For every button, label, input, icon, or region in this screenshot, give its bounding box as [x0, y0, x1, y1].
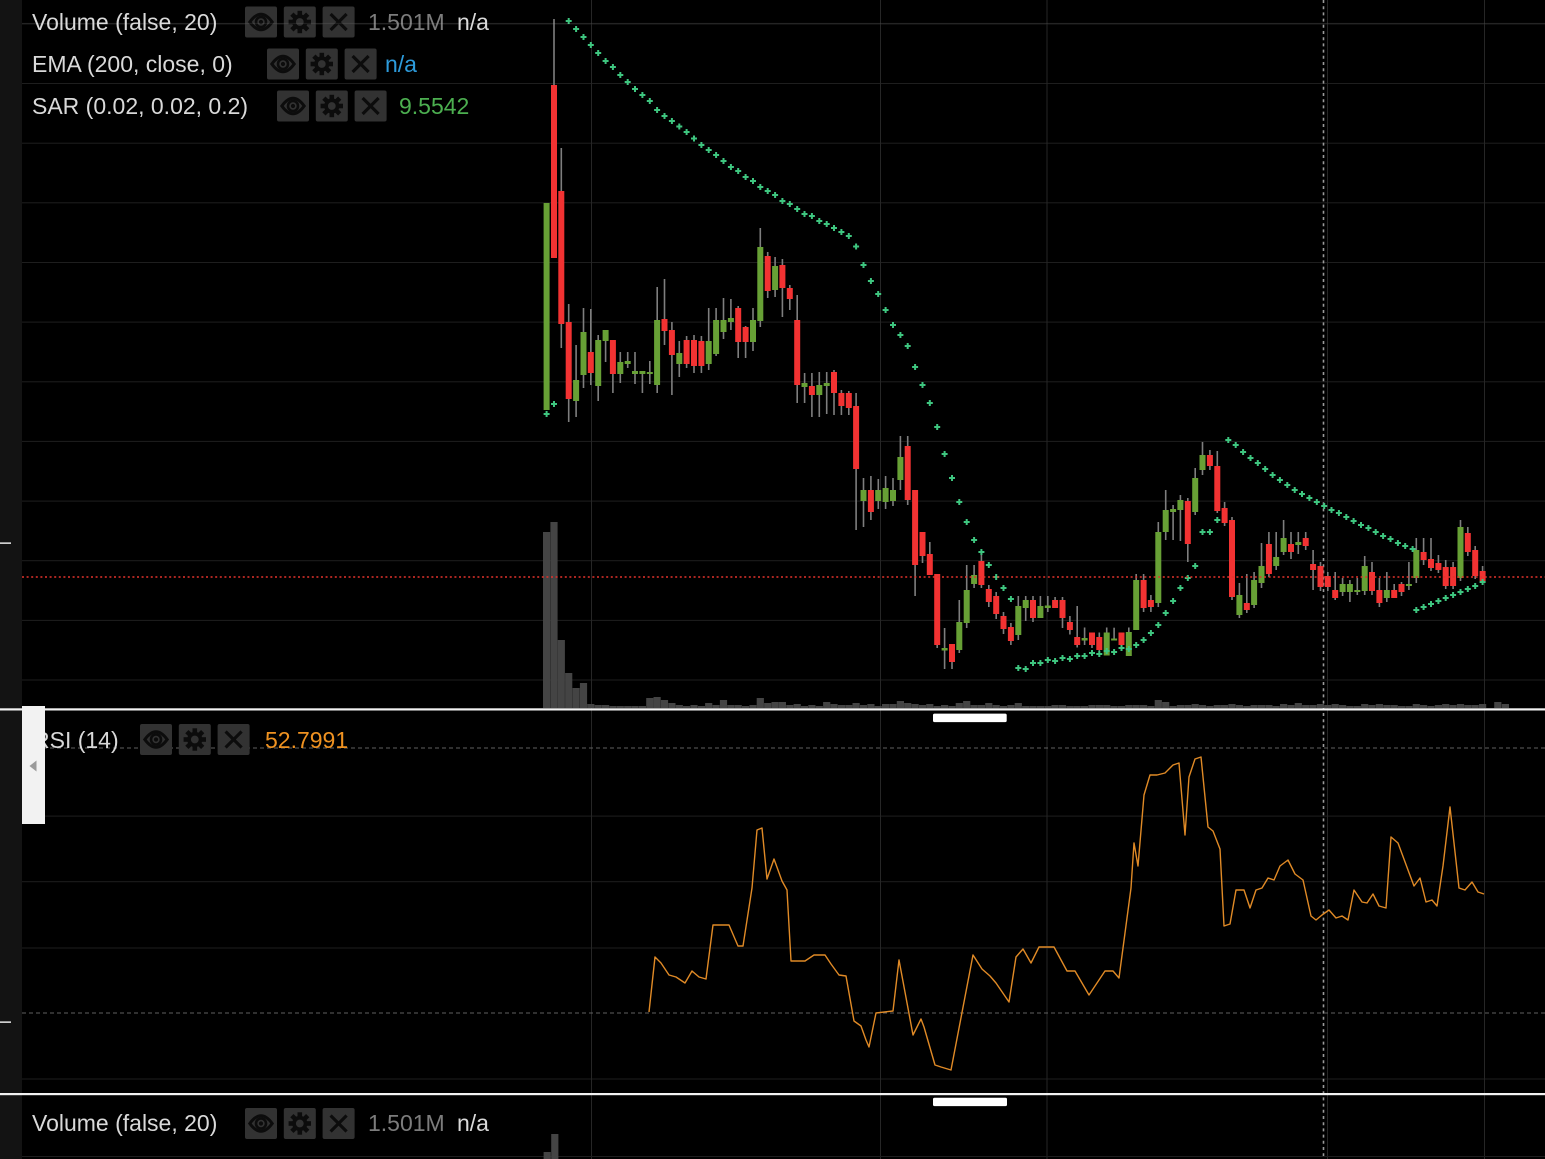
- svg-text:Volume (false, 20): Volume (false, 20): [32, 9, 217, 35]
- svg-text:52.7991: 52.7991: [265, 727, 348, 753]
- svg-text:EMA (200, close, 0): EMA (200, close, 0): [32, 51, 233, 77]
- svg-text:n/a: n/a: [457, 1110, 489, 1136]
- svg-text:9.5542: 9.5542: [399, 93, 469, 119]
- svg-text:1.501M: 1.501M: [368, 1110, 445, 1136]
- svg-text:n/a: n/a: [385, 51, 417, 77]
- svg-text:Volume (false, 20): Volume (false, 20): [32, 1110, 217, 1136]
- svg-text:1.501M: 1.501M: [368, 9, 445, 35]
- svg-text:n/a: n/a: [457, 9, 489, 35]
- svg-text:SAR (0.02, 0.02, 0.2): SAR (0.02, 0.02, 0.2): [32, 93, 248, 119]
- svg-text:RSI (14): RSI (14): [33, 727, 119, 753]
